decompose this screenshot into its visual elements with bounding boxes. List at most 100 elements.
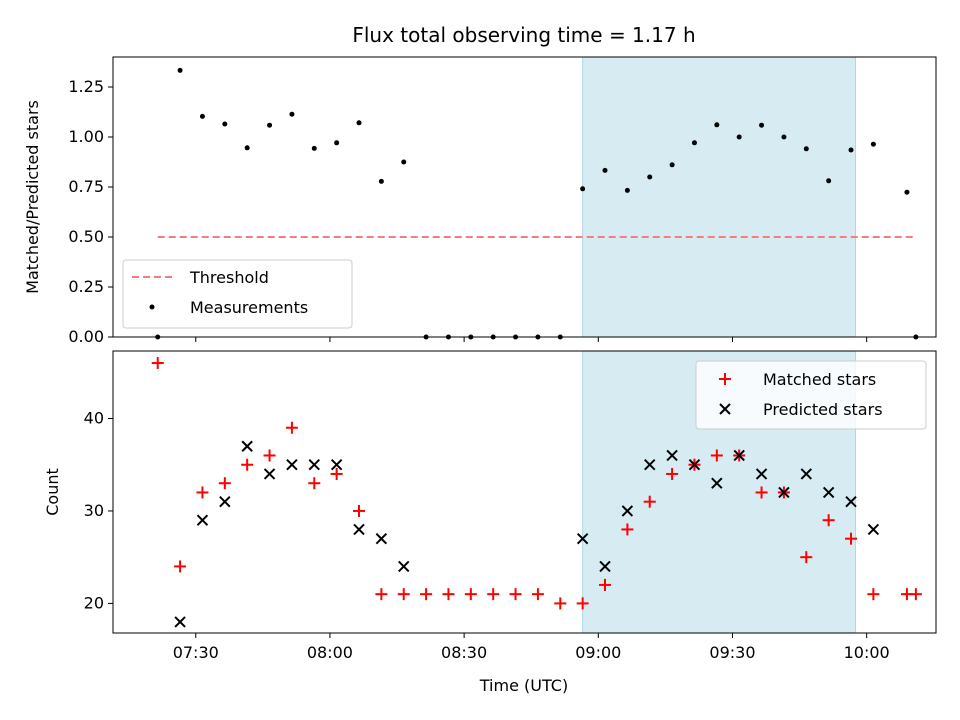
measurement-point bbox=[624, 187, 630, 193]
matched-legend-marker bbox=[719, 373, 731, 385]
measurement-legend-marker bbox=[149, 304, 155, 310]
measurement-point bbox=[311, 145, 317, 151]
predicted-star-point bbox=[778, 486, 790, 499]
ratio-y-tick-label: 0.00 bbox=[68, 327, 104, 346]
matched-star-point bbox=[420, 588, 433, 601]
predicted-star-point bbox=[845, 496, 857, 508]
ratio-y-tick-label: 0.50 bbox=[68, 227, 104, 246]
measurement-point bbox=[647, 174, 653, 180]
matched-star-point bbox=[822, 514, 835, 527]
time-x-tick-label: 09:00 bbox=[575, 643, 621, 662]
predicted-star-point bbox=[353, 523, 365, 536]
measurement-legend-label: Measurements bbox=[190, 298, 308, 317]
matched-star-point bbox=[353, 504, 366, 517]
matched-star-point bbox=[867, 588, 880, 601]
ratio-y-tick-label: 1.25 bbox=[68, 77, 104, 96]
predicted-star-point bbox=[599, 560, 611, 573]
measurement-point bbox=[714, 122, 720, 128]
count-panel: 20 30 40 07:30 08:00 08:30 09:00 09:30 10:00 Co… bbox=[43, 350, 937, 695]
matched-star-point bbox=[151, 357, 164, 370]
predicted-star-point bbox=[755, 468, 768, 480]
predicted-star-point bbox=[867, 523, 880, 536]
predicted-star-point bbox=[174, 616, 186, 628]
measurement-point bbox=[691, 140, 697, 146]
predicted-star-point bbox=[733, 449, 745, 462]
measurement-point bbox=[602, 167, 608, 173]
matched-star-point bbox=[599, 578, 612, 591]
predicted-legend-marker bbox=[719, 403, 731, 415]
matched-star-point bbox=[330, 467, 343, 480]
measurement-point bbox=[199, 113, 205, 119]
measurement-point bbox=[267, 122, 273, 128]
predicted-star-point bbox=[241, 440, 253, 452]
measurement-point bbox=[356, 120, 362, 126]
matched-star-point bbox=[308, 477, 321, 490]
matched-star-point bbox=[909, 588, 922, 601]
measurement-point bbox=[848, 147, 854, 153]
ratio-panel-frame bbox=[112, 56, 937, 338]
predicted-star-point bbox=[800, 468, 812, 480]
matched-star-point bbox=[710, 449, 723, 462]
matched-star-point bbox=[464, 588, 477, 601]
matched-star-point bbox=[263, 449, 276, 462]
measurement-point bbox=[759, 122, 765, 128]
measurement-point bbox=[669, 162, 675, 168]
matched-star-point bbox=[397, 588, 410, 601]
time-x-tick-label: 08:00 bbox=[307, 643, 353, 662]
ratio-y-tick-label: 0.25 bbox=[68, 277, 104, 296]
predicted-star-point bbox=[219, 496, 231, 508]
matched-star-point bbox=[218, 477, 231, 490]
measurement-point bbox=[244, 145, 250, 151]
ratio-y-tick-label: 0.75 bbox=[68, 177, 104, 196]
measurement-point bbox=[222, 121, 228, 127]
predicted-star-point bbox=[621, 505, 634, 517]
predicted-star-point bbox=[286, 459, 298, 471]
matched-star-point bbox=[196, 486, 209, 499]
time-axis-label: Time (UTC) bbox=[479, 676, 568, 695]
threshold-legend-label: Threshold bbox=[189, 268, 269, 287]
predicted-star-point bbox=[398, 560, 410, 573]
count-y-tick-label: 20 bbox=[84, 593, 104, 612]
count-legend-box bbox=[695, 360, 927, 430]
matched-star-point bbox=[576, 597, 589, 610]
ratio-y-tick-label: 1.00 bbox=[68, 127, 104, 146]
predicted-star-point bbox=[308, 459, 320, 471]
predicted-star-point bbox=[576, 532, 589, 545]
matched-star-point bbox=[845, 532, 858, 545]
matched-star-point bbox=[174, 560, 187, 573]
matched-star-point bbox=[643, 495, 656, 508]
measurement-point bbox=[580, 186, 586, 192]
matched-star-point bbox=[285, 421, 298, 434]
matched-star-point bbox=[531, 588, 544, 601]
matched-star-point bbox=[442, 588, 455, 601]
matched-star-point bbox=[554, 597, 567, 610]
matched-star-point bbox=[800, 551, 813, 564]
matched-star-point bbox=[487, 588, 500, 601]
matched-star-point bbox=[241, 458, 254, 471]
count-panel-frame bbox=[112, 350, 937, 634]
matched-star-point bbox=[509, 588, 522, 601]
predicted-star-point bbox=[263, 468, 276, 480]
count-y-tick-label: 40 bbox=[84, 408, 104, 427]
matched-star-point bbox=[755, 486, 768, 499]
measurement-point bbox=[870, 141, 876, 147]
measurement-point bbox=[177, 67, 183, 73]
predicted-star-point bbox=[644, 459, 656, 471]
matched-star-point bbox=[666, 467, 679, 480]
measurement-point bbox=[401, 159, 407, 165]
measurement-point bbox=[826, 178, 832, 184]
time-x-tick-label: 10:00 bbox=[844, 643, 890, 662]
predicted-star-point bbox=[330, 459, 343, 471]
matched-legend-label: Matched stars bbox=[763, 370, 876, 389]
predicted-star-point bbox=[666, 449, 678, 462]
count-legend: Matched stars Predicted stars bbox=[695, 360, 927, 430]
time-x-tick-label: 07:30 bbox=[173, 643, 219, 662]
count-axis-label: Count bbox=[43, 468, 62, 516]
time-x-tick-label: 09:30 bbox=[709, 643, 755, 662]
time-x-tick-label: 08:30 bbox=[441, 643, 487, 662]
ratio-legend-box bbox=[122, 259, 353, 329]
measurement-point bbox=[904, 189, 910, 195]
measurement-point bbox=[334, 140, 340, 146]
ratio-axis-label: Matched/Predicted stars bbox=[23, 100, 42, 294]
